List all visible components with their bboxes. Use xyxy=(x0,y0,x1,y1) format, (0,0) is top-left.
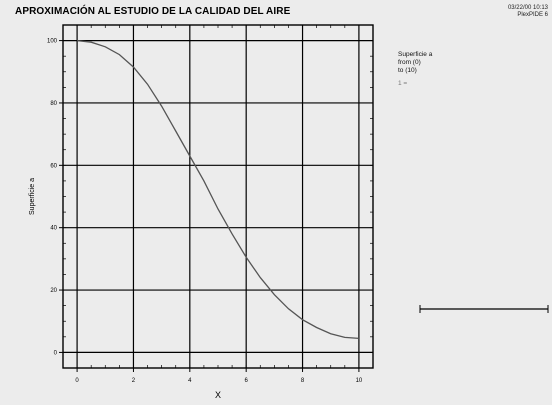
stamp-software: PlexPIDE 6 xyxy=(517,12,548,18)
chart-title: APROXIMACIÓN AL ESTUDIO DE LA CALIDAD DE… xyxy=(15,6,291,17)
plot-frame xyxy=(62,24,374,369)
legend-range-from: from (0) xyxy=(398,59,421,66)
stamp-date: 03/22/00 10:13 xyxy=(507,5,548,11)
legend-range-to: to (10) xyxy=(398,67,417,74)
x-tick-label-4: 4 xyxy=(188,378,192,384)
y-tick-label-60: 60 xyxy=(50,163,57,169)
y-tick-label-100: 100 xyxy=(47,39,58,45)
legend-sub: 1 = xyxy=(398,80,408,87)
x-tick-label-10: 10 xyxy=(356,378,363,384)
x-tick-label-0: 0 xyxy=(75,378,79,384)
x-tick-label-6: 6 xyxy=(245,378,249,384)
x-tick-label-2: 2 xyxy=(132,378,136,384)
timestamp-stamp: 03/22/00 10:13 PlexPIDE 6 xyxy=(508,5,548,19)
y-tick-label-80: 80 xyxy=(50,101,57,107)
series-line-0 xyxy=(77,39,359,340)
x-axis-label: X xyxy=(215,390,221,400)
chart-legend: Superficie a from (0) to (10) 1 = xyxy=(398,51,432,88)
y-tick-label-20: 20 xyxy=(50,288,57,294)
x-tick-label-8: 8 xyxy=(301,378,305,384)
y-axis-label: Superficie a xyxy=(29,178,36,215)
y-tick-label-40: 40 xyxy=(50,226,57,232)
legend-series-name: Superficie a xyxy=(398,51,433,58)
y-tick-label-0: 0 xyxy=(54,350,58,356)
